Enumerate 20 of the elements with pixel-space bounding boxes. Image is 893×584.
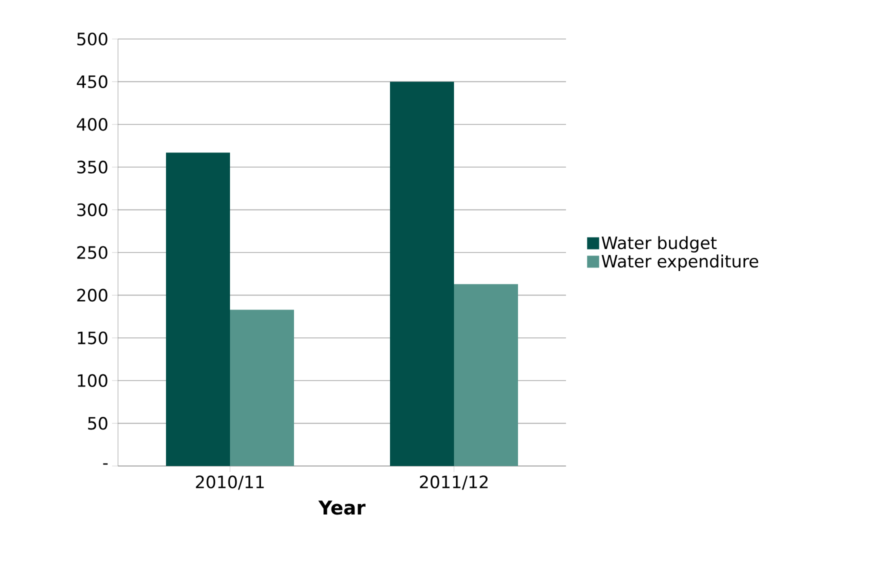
y-tick-label: 200 (77, 288, 108, 302)
x-axis-title: Year (318, 500, 366, 515)
x-tick-label: 2010/11 (196, 476, 264, 490)
y-tick-label: 350 (77, 160, 108, 174)
y-tick-label: 250 (77, 246, 108, 259)
bar (166, 152, 230, 466)
bar (230, 310, 294, 466)
y-tick-label: 300 (77, 203, 108, 216)
legend-label: Water budget (602, 236, 717, 253)
y-tick-label: 450 (76, 75, 108, 88)
y-tick-label: 100 (78, 374, 108, 388)
bar (390, 82, 454, 466)
y-tick-label: - (103, 463, 108, 465)
legend-label: Water expenditure (602, 254, 758, 271)
y-tick-label: 50 (88, 416, 108, 430)
y-tick-label: 400 (76, 118, 108, 131)
y-tick-label: 150 (78, 331, 108, 344)
bar (454, 284, 518, 466)
y-tick-label: 500 (77, 32, 108, 46)
x-tick-label: 2011/12 (420, 476, 488, 490)
